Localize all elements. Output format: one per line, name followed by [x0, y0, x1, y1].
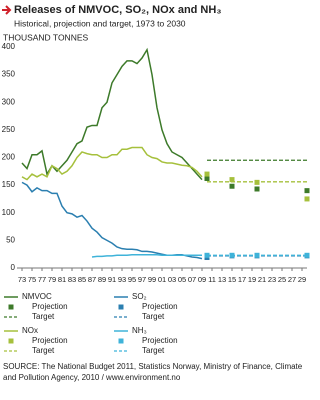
x-tick-label: 85 [78, 275, 86, 284]
projection-marker [254, 179, 260, 185]
projection-marker [204, 252, 210, 258]
legend-label: NOx [22, 326, 38, 335]
x-tick-label: 89 [98, 275, 106, 284]
x-tick-label: 91 [108, 275, 116, 284]
projection-marker [304, 196, 310, 202]
title-arrow [2, 5, 12, 15]
chart: Releases of NMVOC, SO₂, NOx and NH₃ Hist… [2, 4, 310, 355]
x-tick-label: 01 [158, 275, 166, 284]
x-tick-label: 87 [88, 275, 96, 284]
x-tick-label: 07 [188, 275, 196, 284]
projection-marker [229, 177, 235, 183]
legend-label: Target [142, 312, 165, 321]
x-tick-label: 23 [268, 275, 276, 284]
page: Releases of NMVOC, SO₂, NOx and NH₃ Hist… [1, 3, 310, 382]
legend-label: SO₂ [132, 292, 147, 301]
x-tick-label: 81 [58, 275, 66, 284]
legend-label: Projection [142, 336, 178, 345]
y-tick-label: 150 [2, 180, 16, 189]
y-tick-label: 200 [2, 153, 16, 162]
y-tick-label: 300 [2, 97, 16, 106]
projection-marker [254, 252, 260, 258]
x-tick-label: 11 [208, 275, 216, 284]
projection-marker [304, 252, 310, 258]
legend-label: Target [32, 312, 55, 321]
x-tick-label: 73 [18, 275, 26, 284]
x-tick-label: 97 [138, 275, 146, 284]
legend-label: Projection [32, 302, 68, 311]
legend-swatch [118, 338, 124, 344]
x-tick-label: 25 [278, 275, 286, 284]
legend-label: Target [32, 346, 55, 355]
x-tick-label: 79 [48, 275, 56, 284]
chart-title: Releases of NMVOC, SO₂, NOx and NH₃ [14, 4, 221, 16]
x-tick-label: 95 [128, 275, 136, 284]
x-tick-label: 13 [218, 275, 226, 284]
x-tick-label: 99 [148, 275, 156, 284]
y-axis-label: THOUSAND TONNES [3, 32, 89, 42]
x-tick-label: 19 [248, 275, 256, 284]
y-tick-label: 50 [6, 235, 15, 244]
legend-label: NMVOC [22, 292, 52, 301]
y-tick-label: 400 [2, 42, 16, 51]
x-tick-label: 05 [178, 275, 186, 284]
x-tick-label: 15 [228, 275, 236, 284]
projection-marker [229, 252, 235, 258]
x-tick-label: 09 [198, 275, 206, 284]
legend-swatch [118, 304, 124, 310]
x-tick-label: 29 [298, 275, 306, 284]
x-tick-label: 21 [258, 275, 266, 284]
x-tick-label: 93 [118, 275, 126, 284]
y-tick-label: 250 [2, 125, 16, 134]
x-tick-label: 75 [28, 275, 36, 284]
x-tick-label: 77 [38, 275, 46, 284]
source-note: SOURCE: The National Budget 2011, Statis… [3, 362, 303, 382]
x-tick-label: 03 [168, 275, 176, 284]
projection-marker [254, 186, 260, 192]
data-line [91, 253, 202, 258]
data-line [21, 146, 203, 181]
legend-label: Target [142, 346, 165, 355]
x-tick-label: 83 [68, 275, 76, 284]
legend-swatch [8, 304, 14, 310]
y-tick-label: 0 [11, 263, 16, 272]
data-line [21, 181, 203, 260]
y-tick-label: 350 [2, 70, 16, 79]
legend-label: Projection [32, 336, 68, 345]
projection-marker [304, 188, 310, 194]
chart-subtitle: Historical, projection and target, 1973 … [14, 18, 186, 28]
data-line [21, 47, 203, 181]
legend-label: Projection [142, 302, 178, 311]
legend-swatch [8, 338, 14, 344]
x-tick-label: 27 [288, 275, 296, 284]
y-tick-label: 100 [2, 208, 16, 217]
projection-marker [204, 171, 210, 177]
x-tick-label: 17 [238, 275, 246, 284]
legend-label: NH₃ [132, 326, 147, 335]
projection-marker [229, 183, 235, 189]
projection-marker [204, 175, 210, 181]
